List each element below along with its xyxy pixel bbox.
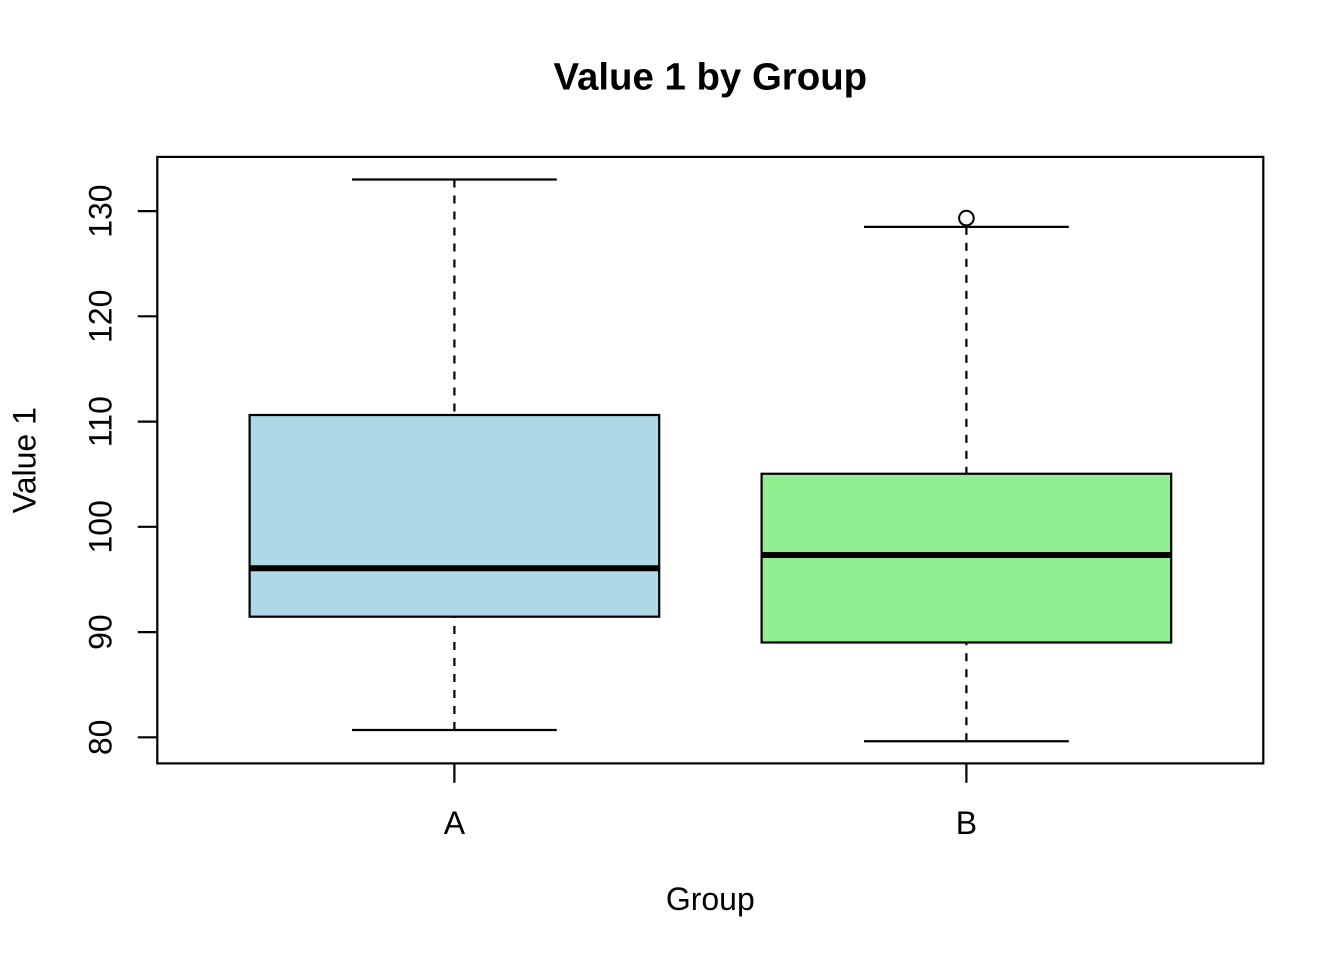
svg-text:Value 1: Value 1 (6, 407, 42, 513)
svg-text:110: 110 (83, 396, 119, 447)
svg-text:Value 1 by Group: Value 1 by Group (553, 56, 867, 99)
svg-text:130: 130 (83, 184, 119, 237)
svg-text:A: A (444, 805, 466, 841)
svg-text:80: 80 (83, 720, 119, 756)
svg-text:B: B (956, 805, 977, 841)
svg-text:120: 120 (83, 290, 119, 343)
svg-text:90: 90 (83, 614, 119, 650)
svg-text:100: 100 (83, 500, 119, 553)
svg-text:Group: Group (666, 881, 755, 917)
